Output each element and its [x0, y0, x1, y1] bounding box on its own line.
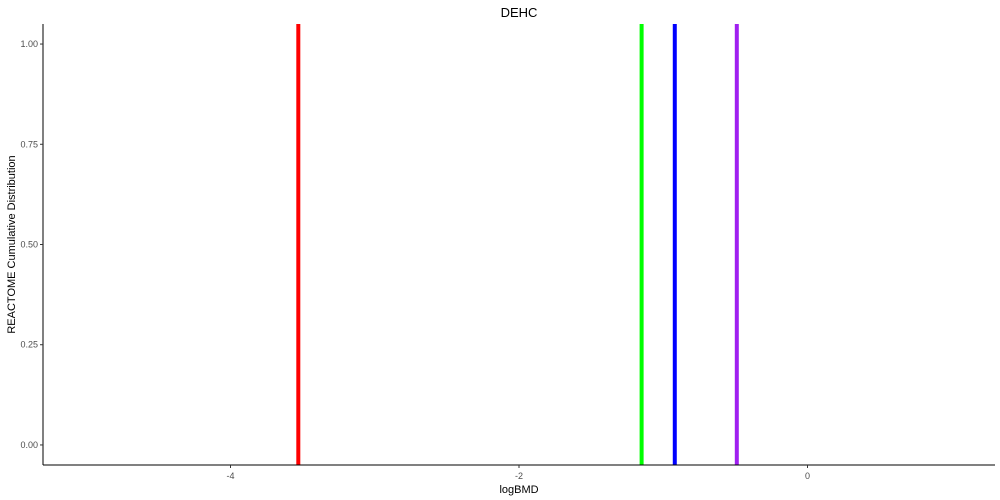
- axes: [42, 24, 995, 466]
- x-tick-label: -4: [227, 471, 235, 481]
- y-tick-label: 0.75: [20, 139, 38, 149]
- y-axis-title: REACTOME Cumulative Distribution: [6, 155, 18, 333]
- chart-title: DEHC: [501, 5, 538, 20]
- x-axis-title: logBMD: [499, 484, 538, 496]
- y-tick-label: 0.50: [20, 240, 38, 250]
- y-tick-label: 0.00: [20, 440, 38, 450]
- y-tick-label: 1.00: [20, 39, 38, 49]
- x-tick-label: 0: [805, 471, 810, 481]
- x-tick-label: -2: [515, 471, 523, 481]
- y-tick-label: 0.25: [20, 340, 38, 350]
- series-lines: [296, 24, 739, 465]
- y-axis-ticks: 0.00 0.25 0.50 0.75 1.00: [20, 39, 43, 450]
- x-axis-ticks: -4 -2 0: [227, 465, 810, 481]
